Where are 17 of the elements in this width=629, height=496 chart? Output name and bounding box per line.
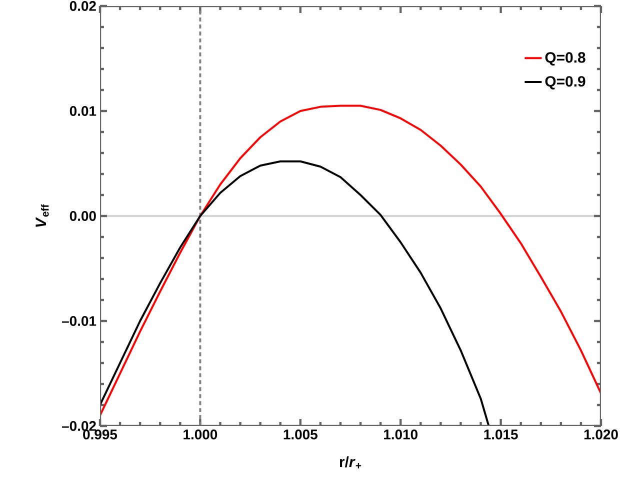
line-series (100, 104, 602, 416)
x-tick-label: 1.000 (184, 430, 218, 440)
legend-label: Q=0.9 (545, 76, 586, 90)
x-tick-label: 1.020 (584, 430, 618, 440)
y-axis-title: V$_{eff}$ (36, 204, 49, 227)
y-tick-label: –0.02 (62, 421, 96, 431)
x-axis-title: r/r$_{+}$ (340, 456, 362, 468)
x-tick-label: 1.010 (384, 430, 418, 440)
x-tick-label: 1.015 (484, 430, 518, 440)
y-tick-label: 0.01 (70, 106, 96, 116)
line-series (100, 160, 490, 426)
y-tick-label: –0.01 (62, 316, 96, 326)
x-tick-label: 0.995 (83, 430, 118, 440)
y-tick-label: 0.00 (70, 211, 96, 221)
legend-label: Q=0.8 (545, 52, 586, 66)
x-tick-label: 1.005 (284, 430, 318, 440)
y-tick-label: 0.02 (70, 1, 96, 11)
